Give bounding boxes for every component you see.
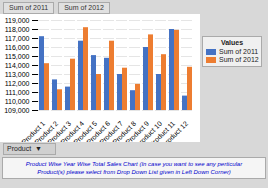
svg-text:112,000: 112,000 [5, 80, 30, 87]
svg-text:114,000: 114,000 [5, 62, 30, 69]
html-text:Values: Values [220, 39, 244, 46]
svg-text:119,000: 119,000 [5, 17, 30, 24]
svg-text:118,000: 118,000 [5, 26, 30, 33]
svg-text:111,000: 111,000 [5, 89, 29, 96]
html-text:Sum of 2012: Sum of 2012 [219, 56, 259, 63]
svg-text:110,000: 110,000 [5, 98, 30, 105]
svg-text:117,000: 117,000 [5, 35, 30, 42]
svg-text:Product 12: Product 12 [160, 120, 189, 142]
html-text:Product Wise Year Wise Total S: Product Wise Year Wise Total Sales Chart… [25, 161, 243, 176]
svg-text:115,000: 115,000 [5, 53, 30, 60]
svg-text:116,000: 116,000 [5, 44, 30, 51]
svg-text:109,000: 109,000 [4, 107, 29, 114]
html-text:Sum of 2012: Sum of 2012 [64, 4, 104, 11]
svg-text:113,000: 113,000 [5, 71, 30, 78]
html-text:Sum of 2011: Sum of 2011 [9, 4, 49, 11]
html-text:Product ▼: Product ▼ [7, 145, 42, 152]
html-text:Sum of 2011: Sum of 2011 [219, 48, 259, 55]
